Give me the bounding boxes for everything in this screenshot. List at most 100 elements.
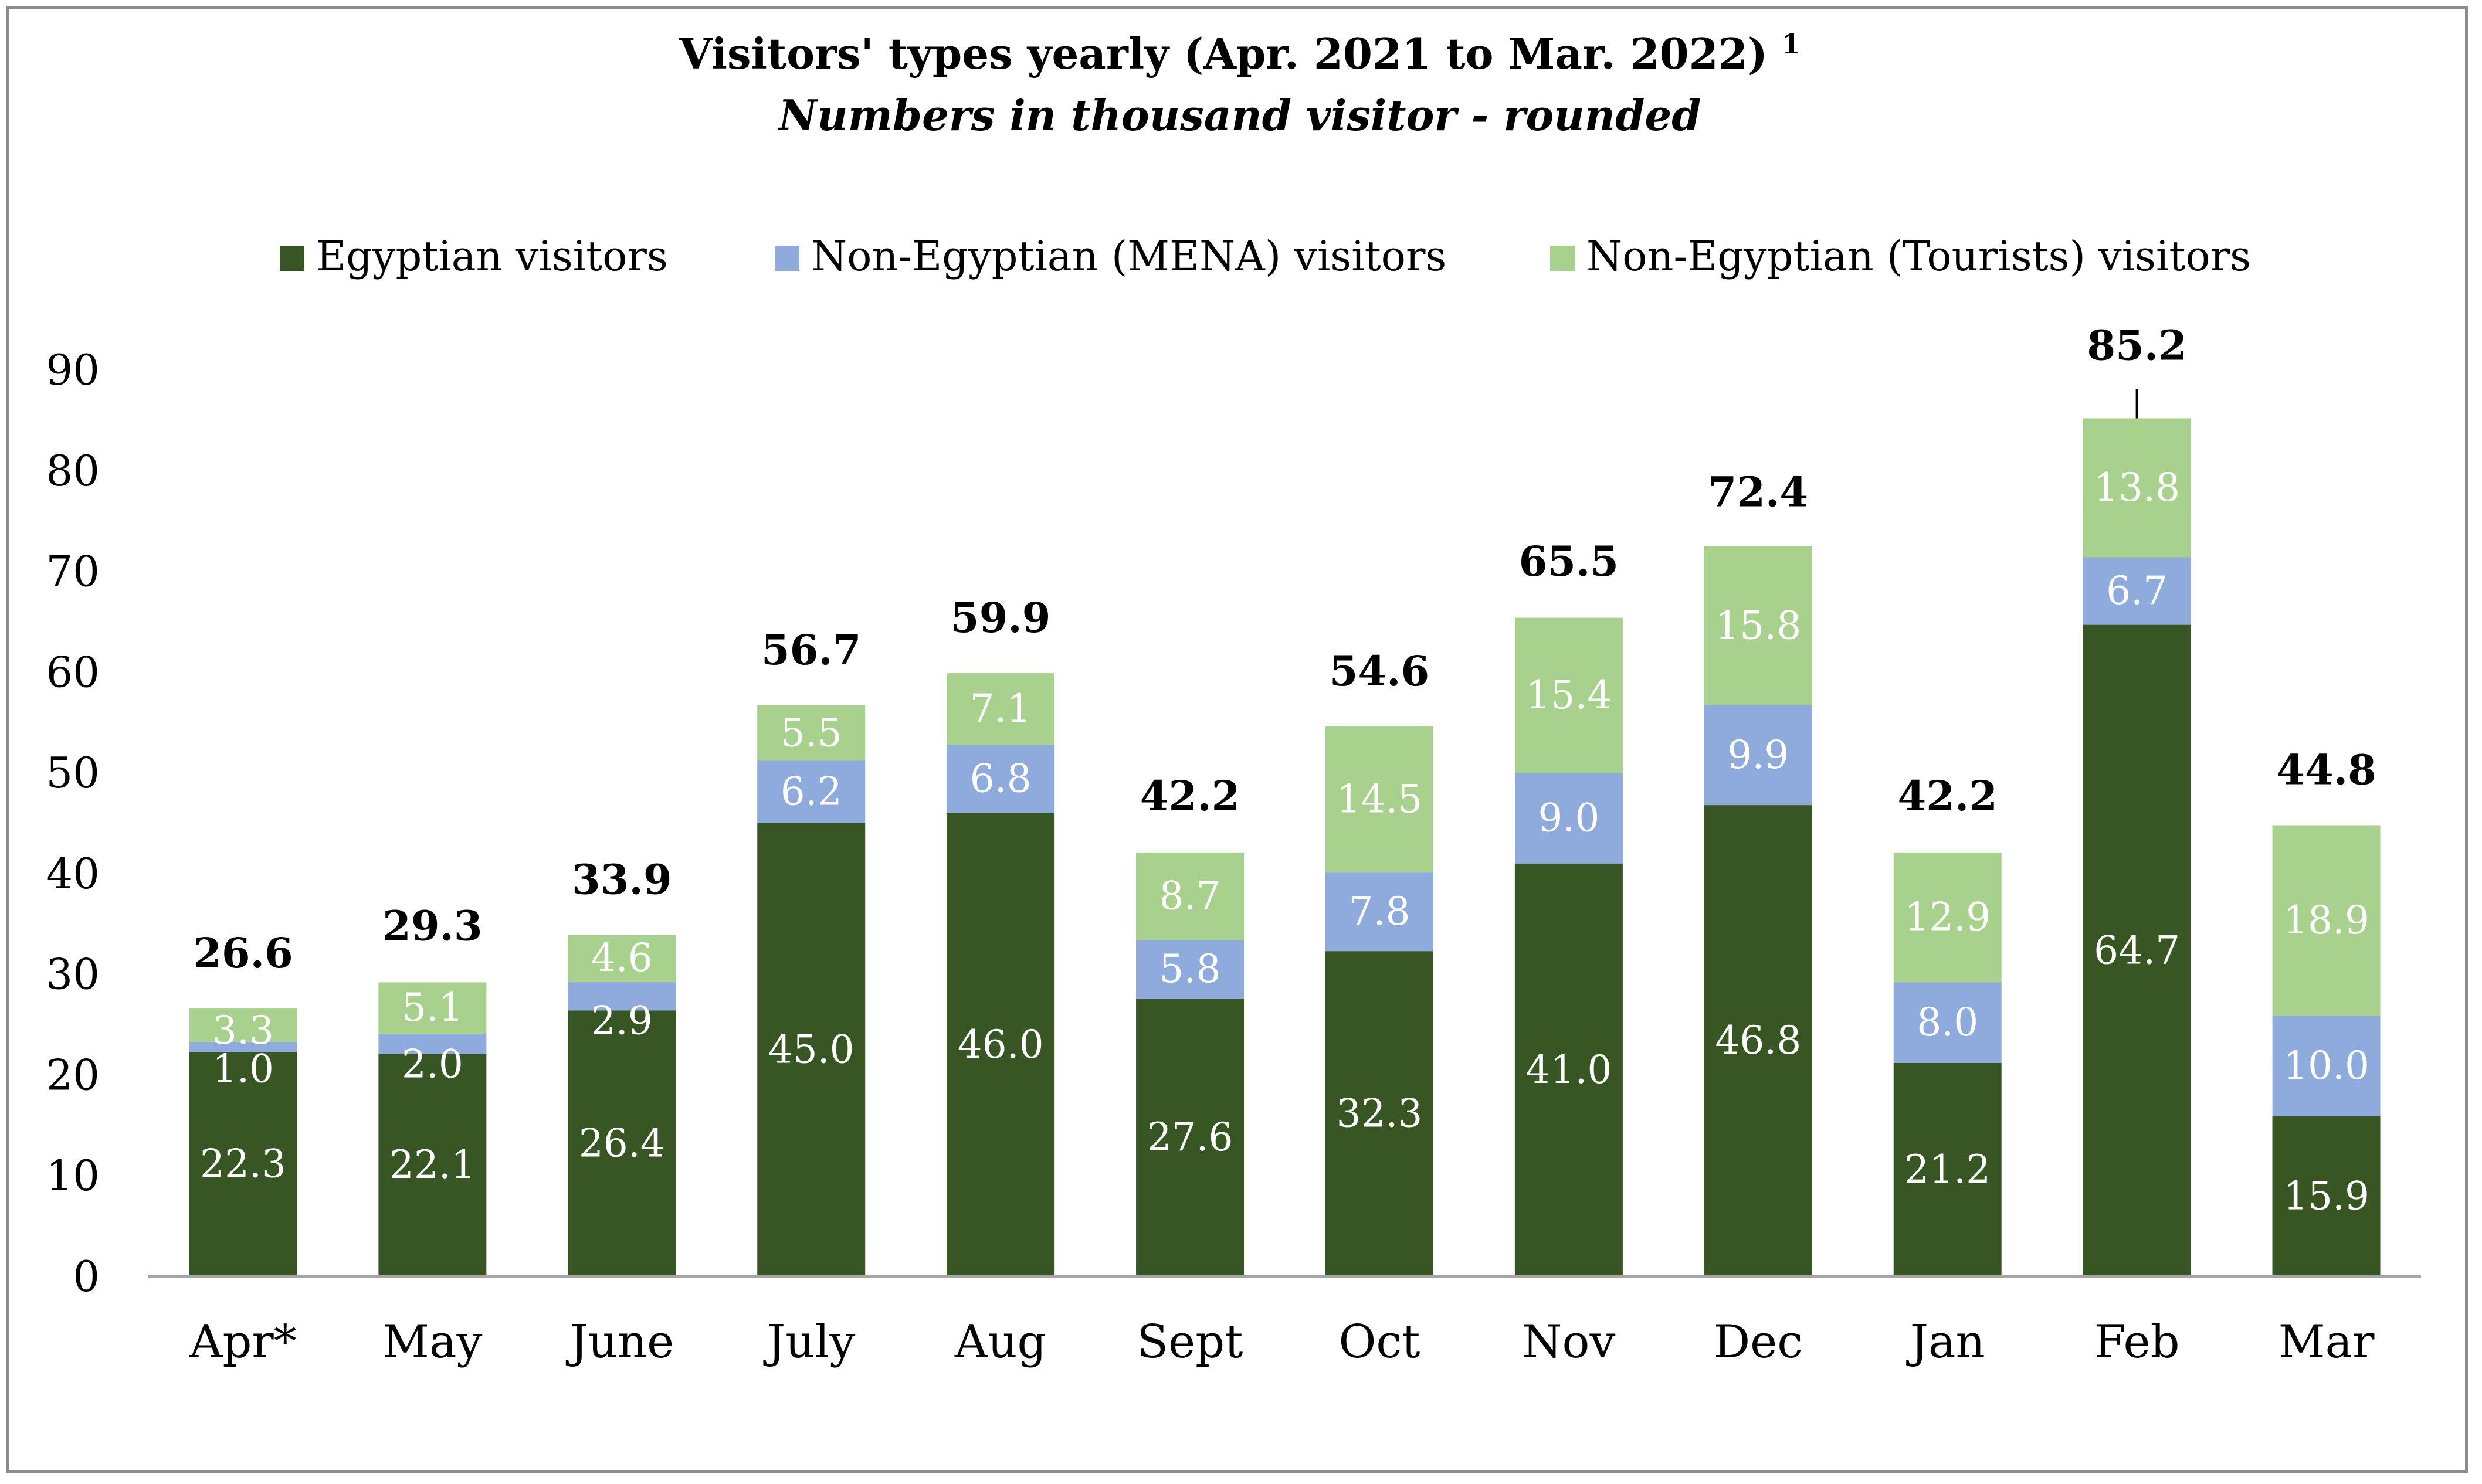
- total-label: 65.5: [1519, 537, 1619, 586]
- segment-label-mena: 6.7: [2106, 568, 2168, 613]
- segment-label-mena: 9.9: [1727, 732, 1789, 777]
- segment-label-mena: 2.0: [402, 1041, 463, 1086]
- segment-label-egyptian: 26.4: [579, 1120, 665, 1166]
- segment-label-tourists: 4.6: [591, 935, 653, 980]
- bar-segment: [2083, 418, 2191, 558]
- segment-label-tourists: 7.1: [970, 686, 1032, 731]
- bar-segment: [1325, 951, 1433, 1276]
- total-label: 59.9: [951, 593, 1051, 642]
- y-tick-label: 10: [46, 1151, 100, 1200]
- y-tick-label: 70: [46, 547, 100, 596]
- bar-segment: [1514, 863, 1623, 1276]
- bar-segment: [378, 1034, 487, 1054]
- total-label: 44.8: [2276, 745, 2376, 794]
- segment-label-tourists: 14.5: [1336, 777, 1422, 822]
- bar-segment: [568, 981, 676, 1011]
- bar-segment: [378, 982, 487, 1034]
- legend-label-3: Non-Egyptian (Tourists) visitors: [1586, 232, 2251, 280]
- x-tick-label: Nov: [1522, 1316, 1615, 1368]
- chart-subtitle: Numbers in thousand visitor - rounded: [777, 90, 1701, 140]
- total-label: 56.7: [761, 626, 862, 674]
- segment-label-mena: 7.8: [1348, 889, 1410, 934]
- bar-segment: [1514, 617, 1623, 773]
- segment-label-tourists: 8.7: [1159, 874, 1221, 919]
- bar-segment: [1136, 940, 1245, 999]
- bar-segment: [1893, 982, 2002, 1063]
- segment-label-egyptian: 46.0: [958, 1022, 1044, 1067]
- bar-segment: [2272, 1116, 2381, 1276]
- legend-swatch-1: [280, 246, 304, 271]
- bar-segment: [757, 760, 866, 823]
- bar-segment: [1325, 726, 1433, 873]
- segment-label-tourists: 5.5: [781, 710, 842, 755]
- bar-segment: [757, 705, 866, 761]
- chart-title: Visitors' types yearly (Apr. 2021 to Mar…: [679, 28, 1801, 79]
- segment-label-mena: 10.0: [2283, 1043, 2369, 1088]
- bar-segment: [2083, 557, 2191, 625]
- legend-label-1: Egyptian visitors: [316, 232, 668, 280]
- segment-label-mena: 1.0: [212, 1046, 274, 1091]
- segment-label-tourists: 5.1: [402, 985, 463, 1030]
- bars: 22.3 1.03.3 26.6 22.1 2.0 5.1 29.3 26.4 2.9 4.6 33…: [189, 321, 2381, 1276]
- segment-label-mena: 6.2: [781, 769, 842, 814]
- segment-label-mena: 5.8: [1159, 946, 1221, 991]
- total-label: 54.6: [1330, 647, 1430, 695]
- x-tick-label: July: [763, 1316, 856, 1368]
- segment-label-tourists: 13.8: [2094, 465, 2180, 510]
- segment-label-tourists: 18.9: [2283, 898, 2369, 943]
- x-tick-label: May: [382, 1316, 482, 1368]
- bar-segment: [1136, 852, 1245, 940]
- bar-segment: [1704, 805, 1812, 1276]
- y-tick-label: 0: [73, 1252, 100, 1301]
- bar-segment: [1325, 872, 1433, 952]
- x-tick-label: Sept: [1137, 1316, 1243, 1368]
- y-tick-label: 40: [46, 849, 100, 898]
- bar-segment: [378, 1054, 487, 1276]
- y-tick-label: 20: [46, 1050, 100, 1099]
- segment-label-egyptian: 21.2: [1904, 1147, 1991, 1192]
- chart-svg: Visitors' types yearly (Apr. 2021 to Mar…: [46, 28, 2421, 1368]
- segment-label-mena: 6.8: [970, 756, 1032, 801]
- y-tick-label: 50: [46, 748, 100, 797]
- chart-title-superscript: 1: [1782, 28, 1801, 60]
- bar-segment: [1893, 1062, 2002, 1276]
- y-axis: 0 10 20 30 40 50 60 70 80 90: [46, 345, 100, 1301]
- total-label: 26.6: [193, 929, 293, 977]
- segment-label-egyptian: 32.3: [1336, 1091, 1422, 1136]
- total-label: 42.2: [1140, 772, 1240, 820]
- x-tick-label: Apr*: [189, 1316, 297, 1368]
- segment-label-mena: 2.9: [591, 999, 653, 1044]
- legend: Egyptian visitors Non-Egyptian (MENA) vis…: [280, 232, 2251, 280]
- bar-segment: [1136, 998, 1245, 1276]
- segment-label-egyptian: 45.0: [768, 1027, 855, 1072]
- x-tick-label: Jan: [1906, 1316, 1985, 1368]
- bar-segment: [189, 1041, 297, 1052]
- segment-label-tourists: 3.3: [212, 1008, 274, 1053]
- total-label: 29.3: [382, 902, 483, 950]
- y-tick-label: 30: [46, 950, 100, 999]
- bar-segment: [2083, 624, 2191, 1276]
- total-label: 33.9: [572, 855, 672, 904]
- bar-segment: [568, 935, 676, 982]
- bar-segment: [947, 673, 1055, 745]
- x-axis: Apr* May June July Aug Sept Oct Nov Dec Jan Feb Mar: [148, 1275, 2421, 1368]
- total-label: 72.4: [1708, 467, 1809, 516]
- legend-swatch-2: [775, 246, 799, 271]
- x-tick-label: Feb: [2094, 1316, 2180, 1368]
- x-tick-label: June: [565, 1316, 674, 1368]
- bar-segment: [947, 745, 1055, 813]
- segment-label-tourists: 15.8: [1715, 603, 1801, 648]
- x-tick-label: Dec: [1714, 1316, 1803, 1368]
- bar-segment: [1893, 852, 2002, 983]
- x-tick-label: Oct: [1338, 1316, 1420, 1368]
- segment-label-egyptian: 41.0: [1525, 1047, 1612, 1092]
- bar-segment: [568, 1010, 676, 1276]
- bar-segment: [2272, 825, 2381, 1016]
- segment-label-egyptian: 22.3: [200, 1141, 286, 1186]
- bar-segment: [189, 1008, 297, 1042]
- segment-label-egyptian: 15.9: [2283, 1173, 2369, 1218]
- segment-label-egyptian: 64.7: [2094, 928, 2180, 973]
- segment-label-tourists: 12.9: [1904, 895, 1991, 940]
- x-tick-label: Mar: [2278, 1316, 2375, 1368]
- y-tick-label: 80: [46, 446, 100, 495]
